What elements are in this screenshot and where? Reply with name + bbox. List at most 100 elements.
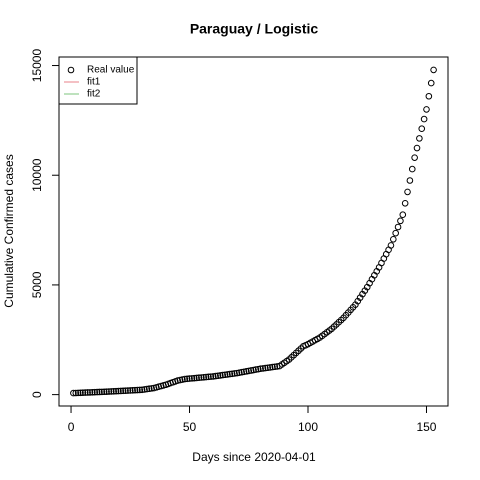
- point: [141, 386, 148, 393]
- point: [131, 386, 139, 394]
- point: [81, 389, 89, 396]
- chart-title: Paraguay / Logistic: [190, 21, 319, 37]
- x-tick-label: 150: [416, 420, 436, 434]
- y-tick-label: 10000: [30, 158, 44, 192]
- point: [134, 386, 141, 394]
- point: [264, 364, 272, 372]
- point: [238, 368, 245, 376]
- point: [70, 389, 77, 397]
- point: [202, 373, 210, 381]
- point: [200, 373, 208, 381]
- point: [193, 374, 200, 382]
- point: [98, 388, 106, 396]
- y-tick-label: 5000: [30, 271, 44, 298]
- point: [105, 388, 113, 395]
- point: [212, 372, 219, 380]
- point: [224, 371, 231, 378]
- point: [430, 66, 437, 74]
- y-tick-label: 15000: [30, 49, 44, 83]
- point: [86, 389, 94, 396]
- point: [145, 385, 153, 393]
- plot-frame: [58, 56, 449, 407]
- point: [126, 387, 134, 394]
- point: [418, 125, 426, 133]
- point: [89, 388, 96, 396]
- point: [245, 367, 253, 375]
- point: [91, 388, 99, 396]
- point: [269, 363, 276, 371]
- point: [254, 365, 262, 373]
- point: [148, 385, 155, 392]
- point: [219, 371, 226, 379]
- point: [390, 235, 397, 243]
- legend-label: fit2: [87, 89, 101, 100]
- legend-label: fit1: [87, 77, 101, 88]
- point: [250, 366, 257, 374]
- point: [183, 375, 191, 383]
- point: [247, 367, 255, 374]
- x-axis-label: Days since 2020-04-01: [192, 450, 316, 464]
- point: [221, 371, 229, 379]
- point: [214, 372, 222, 380]
- point: [217, 372, 224, 379]
- point: [266, 364, 274, 371]
- point: [411, 154, 418, 161]
- point: [240, 368, 248, 376]
- point: [188, 375, 196, 382]
- legend-box: [58, 56, 138, 105]
- point: [108, 388, 115, 395]
- point: [74, 389, 82, 397]
- point: [77, 389, 84, 397]
- point: [425, 92, 433, 100]
- point: [181, 375, 189, 383]
- point: [252, 366, 260, 373]
- point: [100, 388, 108, 396]
- point: [231, 370, 238, 377]
- point: [198, 374, 205, 381]
- point: [207, 373, 215, 380]
- point: [243, 368, 250, 375]
- point: [119, 387, 127, 395]
- point: [103, 388, 110, 395]
- point: [84, 389, 91, 396]
- point: [122, 387, 129, 395]
- y-axis-label: Cumulative Confirmed cases: [2, 154, 16, 307]
- point: [228, 370, 236, 378]
- point: [79, 389, 87, 396]
- point: [271, 363, 279, 371]
- point: [387, 242, 395, 249]
- point: [117, 387, 125, 395]
- point: [394, 223, 402, 231]
- point: [129, 387, 136, 394]
- x-tick-label: 0: [68, 420, 75, 434]
- point: [262, 364, 269, 372]
- point: [136, 386, 144, 394]
- point: [233, 369, 241, 377]
- point: [190, 374, 198, 382]
- legend-label: Real value: [87, 65, 135, 76]
- point: [93, 388, 101, 396]
- point: [112, 387, 120, 395]
- point: [257, 365, 264, 373]
- point: [226, 370, 234, 378]
- x-tick-label: 100: [298, 420, 318, 434]
- point: [427, 79, 435, 87]
- point: [399, 211, 407, 219]
- point: [138, 386, 146, 394]
- legend-marker: [67, 66, 75, 74]
- point: [416, 135, 423, 142]
- point: [186, 375, 193, 382]
- point: [406, 177, 414, 184]
- point: [124, 387, 132, 394]
- point: [96, 388, 103, 396]
- point: [205, 373, 212, 381]
- point: [408, 165, 416, 173]
- point: [404, 188, 411, 196]
- y-tick-label: 0: [30, 391, 44, 398]
- point: [235, 369, 243, 376]
- point: [401, 200, 409, 207]
- point: [397, 217, 404, 225]
- point: [143, 385, 151, 393]
- point: [110, 388, 117, 395]
